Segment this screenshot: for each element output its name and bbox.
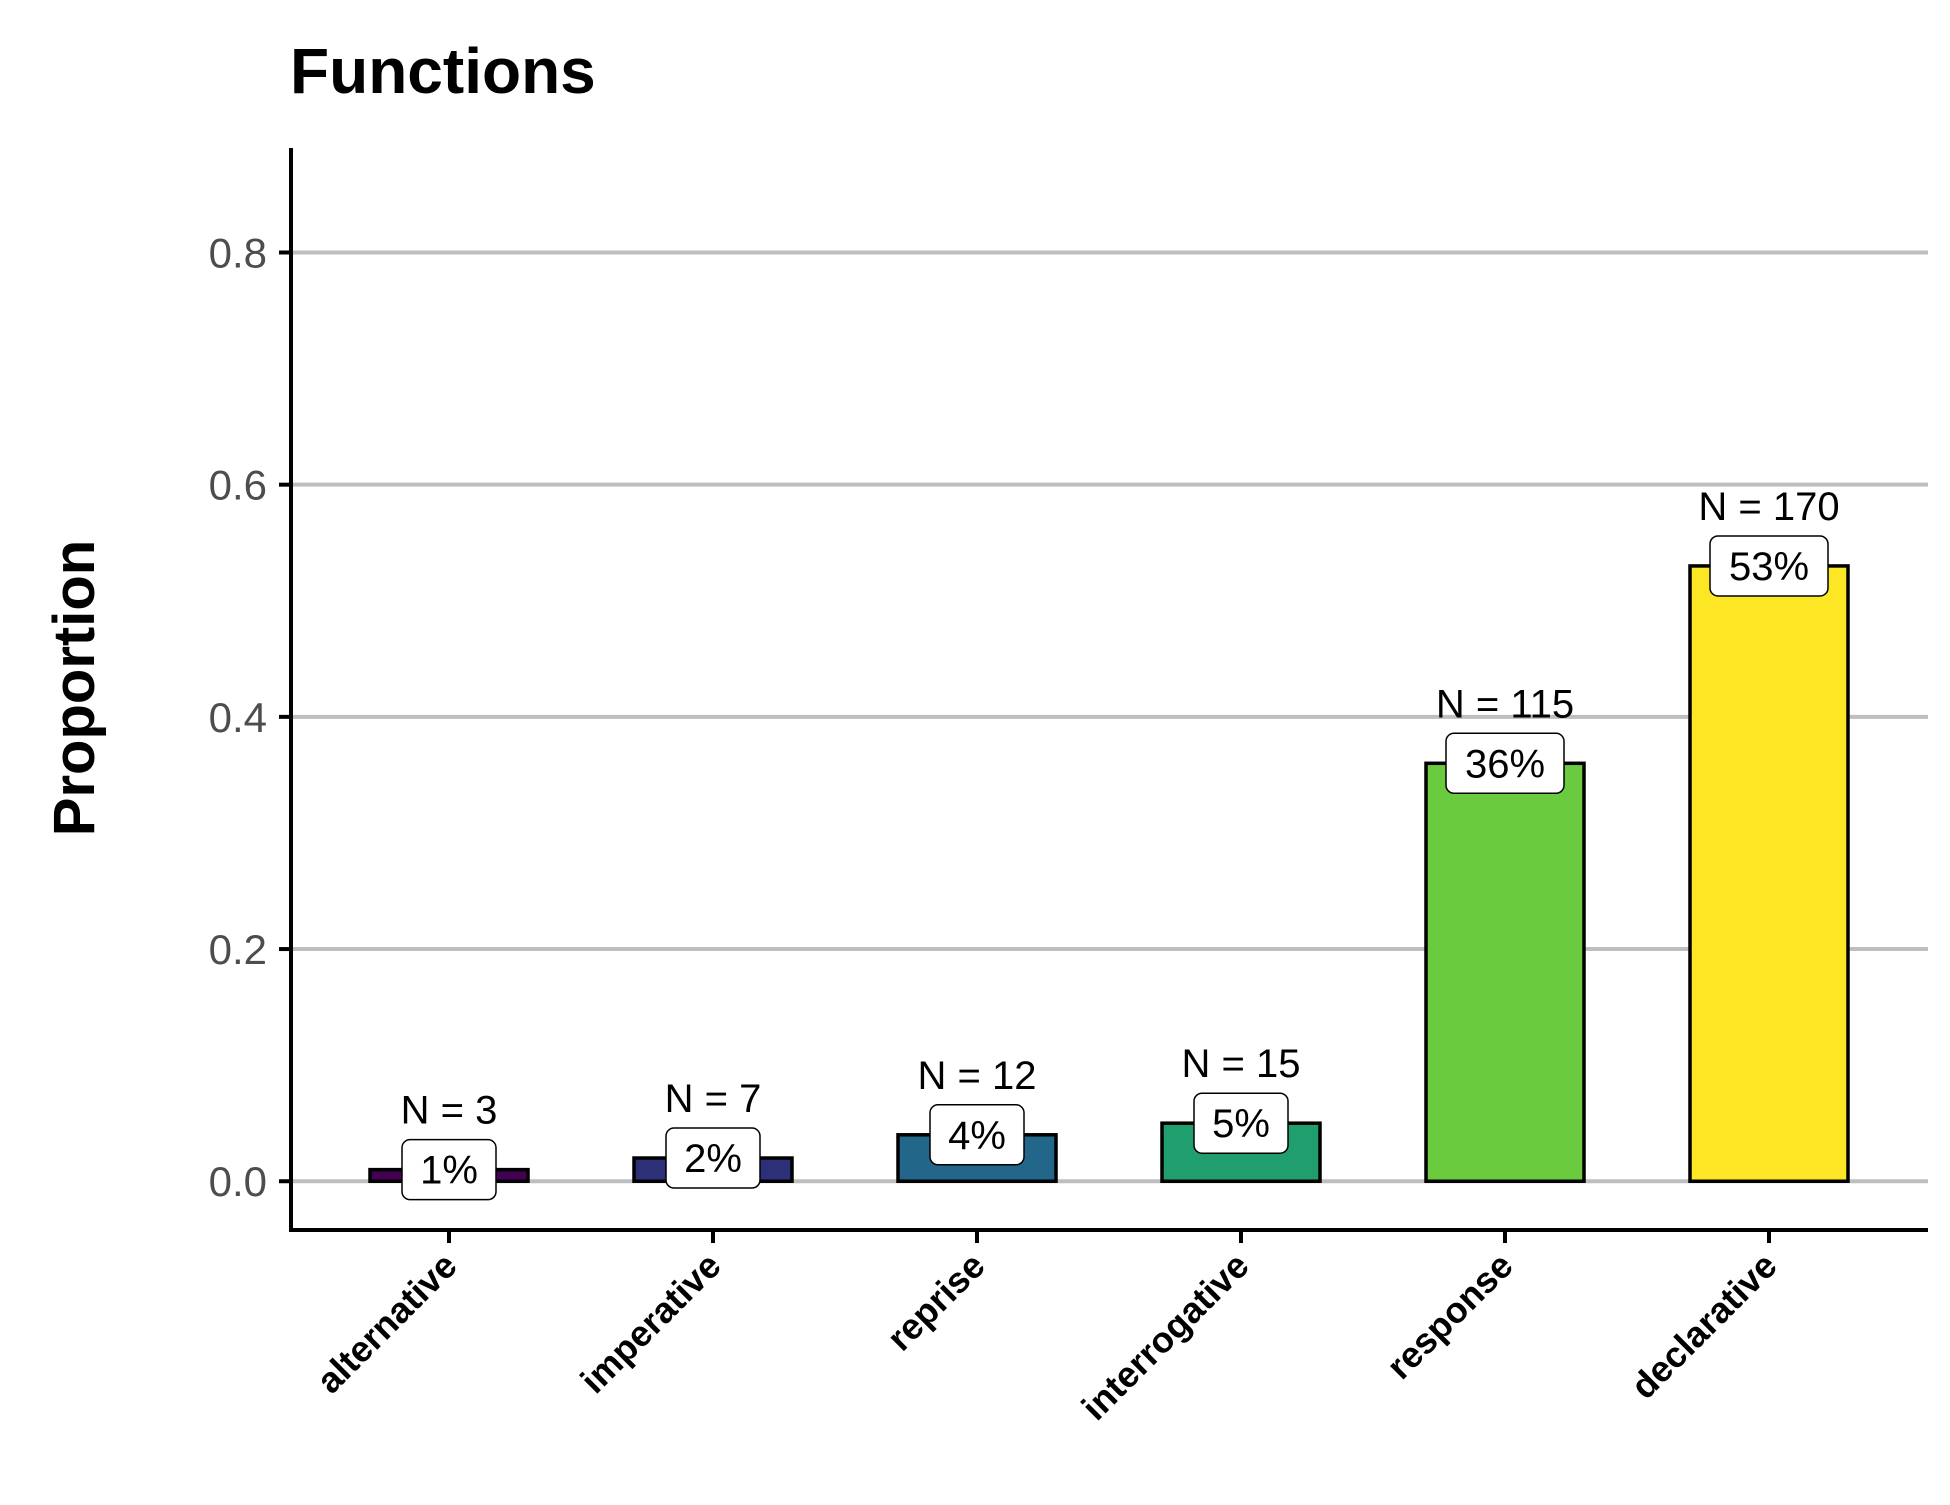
chart-title: Functions xyxy=(290,35,596,107)
y-tick-label: 0.8 xyxy=(209,229,267,276)
percent-label-box xyxy=(929,1104,1025,1166)
count-label: N = 3 xyxy=(401,1089,498,1133)
percent-label-box xyxy=(401,1138,497,1201)
y-axis-label: Proportion xyxy=(42,540,107,836)
percent-label: 5% xyxy=(1212,1102,1270,1146)
percent-label-box xyxy=(1193,1092,1289,1154)
gridlines xyxy=(291,250,1928,1184)
count-label: N = 170 xyxy=(1698,485,1839,529)
x-tick-label: alternative xyxy=(308,1245,464,1401)
percent-label: 36% xyxy=(1465,742,1545,786)
bars xyxy=(368,564,1850,1183)
count-label: N = 15 xyxy=(1182,1042,1301,1086)
x-tick-label: interrogative xyxy=(1073,1245,1256,1428)
x-tick-label: declarative xyxy=(1623,1245,1785,1407)
percent-label: 53% xyxy=(1729,545,1809,589)
count-label: N = 115 xyxy=(1436,682,1574,726)
y-tick-label: 0.0 xyxy=(209,1158,267,1205)
count-label: N = 12 xyxy=(918,1054,1037,1098)
data-labels: N = 3 1% N = 7 2% N = 12 4% N = 15 5% N = 115 36%… xyxy=(401,485,1840,1201)
x-tick-label: imperative xyxy=(572,1245,728,1401)
percent-label-box xyxy=(665,1127,761,1189)
bar xyxy=(1688,564,1850,1183)
y-tick-label: 0.4 xyxy=(209,694,267,741)
bar xyxy=(1424,761,1586,1183)
x-tick-label: response xyxy=(1378,1245,1520,1387)
y-tick-label: 0.2 xyxy=(209,926,267,973)
x-tick-label: reprise xyxy=(879,1245,993,1359)
percent-label: 1% xyxy=(420,1149,478,1193)
axes: 0.0 0.2 0.4 0.6 0.8 alternative imperative repr… xyxy=(209,148,1928,1428)
y-tick-label: 0.6 xyxy=(209,462,267,509)
percent-label: 4% xyxy=(948,1114,1006,1158)
percent-label: 2% xyxy=(684,1137,742,1181)
count-label: N = 7 xyxy=(665,1077,762,1121)
percent-label-box xyxy=(1709,535,1829,597)
percent-label-box xyxy=(1445,732,1565,795)
